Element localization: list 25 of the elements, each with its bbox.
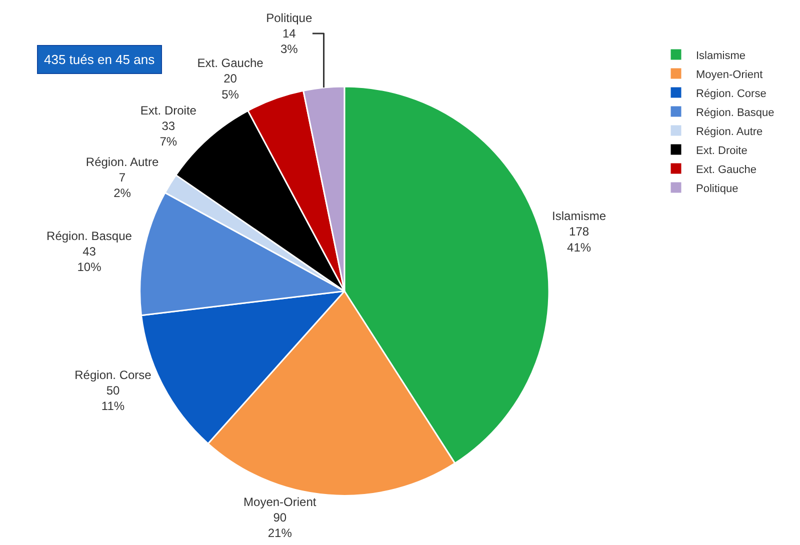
slice-label: Islamisme xyxy=(552,209,606,224)
legend-label: Politique xyxy=(696,182,738,195)
data-label: 7 2% xyxy=(114,170,132,200)
data-label: 178 41% xyxy=(567,224,592,254)
slice-label: Politique xyxy=(266,10,312,25)
data-label: 43 10% xyxy=(77,244,102,274)
data-label: 50 11% xyxy=(101,383,125,414)
data-label: 14 3% xyxy=(280,26,298,56)
data-label: 20 5% xyxy=(222,72,240,102)
legend-label: Islamisme xyxy=(696,50,746,62)
data-label: 33 7% xyxy=(160,118,178,149)
slice-label: Région. Autre xyxy=(86,154,159,169)
legend-label: Moyen-Orient xyxy=(696,68,763,81)
slice-label: Ext. Droite xyxy=(140,103,197,118)
legend-label: Région. Basque xyxy=(696,106,774,119)
legend-label: Ext. Droite xyxy=(696,144,748,157)
legend-label: Région. Autre xyxy=(696,126,763,138)
slice-label: Ext. Gauche xyxy=(197,56,264,70)
slice-label: Région. Corse xyxy=(74,368,152,382)
slice-label: Région. Basque xyxy=(46,228,132,243)
legend-label: Ext. Gauche xyxy=(696,164,757,176)
data-label: 90 21% xyxy=(268,510,292,540)
legend-label: Région. Corse xyxy=(696,88,766,100)
text: 435 tués en 45 ans xyxy=(44,52,156,67)
slice-label: Moyen-Orient xyxy=(244,494,317,509)
